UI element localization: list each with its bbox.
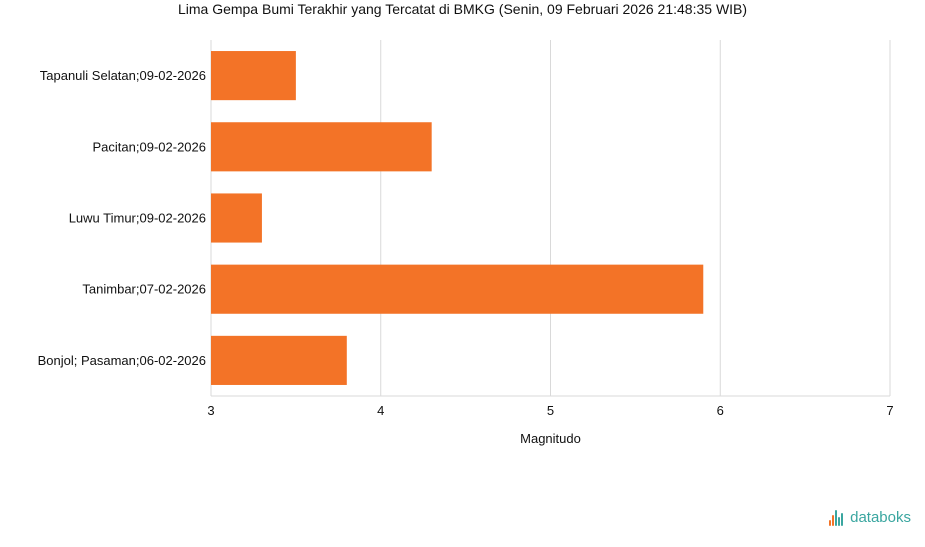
x-tick-label: 5 (547, 403, 554, 418)
x-tick-labels: 3 4 5 6 7 (207, 403, 893, 418)
databoks-bars-icon (829, 509, 847, 526)
brand-name: databoks (850, 509, 911, 526)
category-label: Luwu Timur;09-02-2026 (69, 211, 206, 226)
x-tick-label: 7 (886, 403, 893, 418)
bars (211, 51, 704, 385)
bar[interactable] (211, 264, 704, 314)
x-tick-label: 3 (207, 403, 214, 418)
databoks-brand: databoks (829, 509, 911, 526)
category-label: Pacitan;09-02-2026 (93, 139, 206, 154)
category-label: Bonjol; Pasaman;06-02-2026 (38, 353, 206, 368)
bar[interactable] (211, 193, 262, 243)
bar[interactable] (211, 335, 347, 385)
x-tick-label: 6 (717, 403, 724, 418)
category-labels: Tapanuli Selatan;09-02-2026 Pacitan;09-02… (38, 68, 206, 368)
bar[interactable] (211, 122, 432, 172)
chart-title: Lima Gempa Bumi Terakhir yang Tercatat d… (177, 1, 748, 17)
x-tick-label: 4 (377, 403, 384, 418)
category-label: Tapanuli Selatan;09-02-2026 (40, 68, 206, 83)
x-axis-title: Magnitudo (520, 431, 581, 446)
bar[interactable] (211, 51, 296, 101)
category-label: Tanimbar;07-02-2026 (82, 282, 206, 297)
